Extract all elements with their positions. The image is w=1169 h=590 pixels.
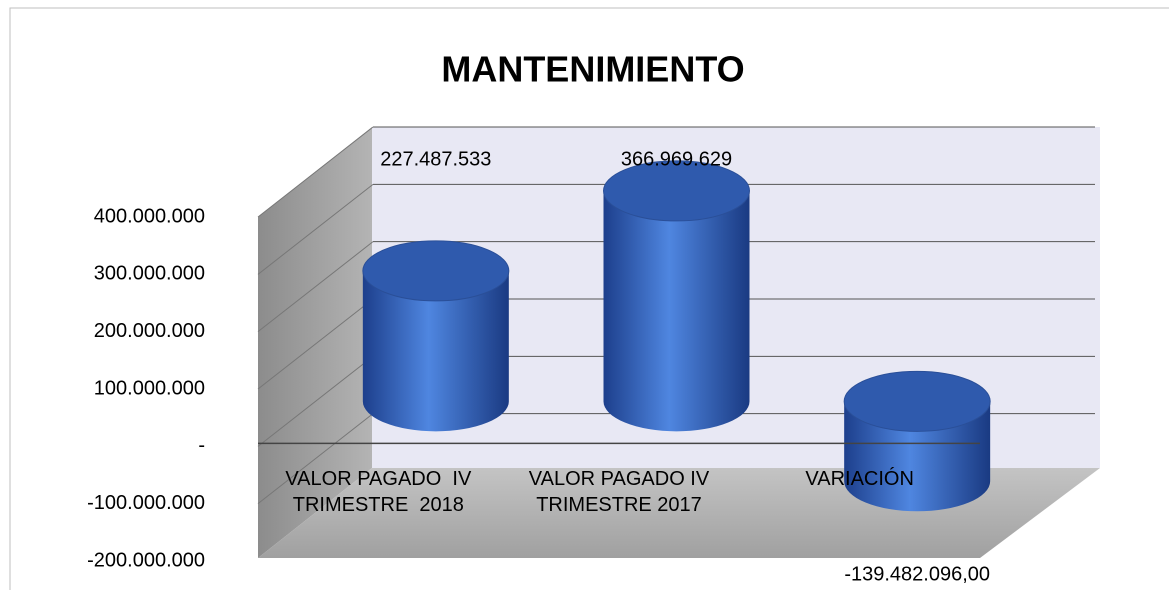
grid-line: [257, 298, 374, 390]
y-tick-label: 400.000.000: [94, 205, 205, 227]
grid-line: [257, 413, 374, 505]
x-tick-label: VALOR PAGADO IV TRIMESTRE 2017: [528, 468, 715, 517]
bar: [603, 190, 750, 432]
x-tick-label: VARIACIÓN: [805, 468, 914, 491]
grid-line: [257, 126, 374, 218]
data-label: 366.969.629: [621, 148, 732, 170]
bar-top: [603, 160, 750, 222]
bar-top: [362, 240, 510, 302]
frame: [9, 7, 1169, 590]
y-tick-label: 300.000.000: [94, 263, 205, 285]
grid-line: [257, 355, 374, 447]
y-tick-label: 100.000.000: [94, 377, 205, 399]
bar-top: [843, 370, 991, 432]
grid-line: [257, 241, 374, 333]
y-tick-label: -200.000.000: [87, 549, 205, 571]
y-tick-label: 200.000.000: [94, 320, 205, 342]
bar: [844, 401, 991, 512]
y-tick-label: -100.000.000: [87, 492, 205, 514]
bar: [362, 270, 509, 432]
data-label: 227.487.533: [380, 148, 491, 170]
grid-line: [257, 183, 374, 275]
y-tick-label: -: [198, 435, 205, 457]
chart-title: MANTENIMIENTO: [441, 49, 744, 90]
data-label: -139.482.096,00: [844, 563, 990, 585]
x-tick-label: VALOR PAGADO IV TRIMESTRE 2018: [285, 468, 477, 517]
side-wall: [258, 127, 372, 558]
